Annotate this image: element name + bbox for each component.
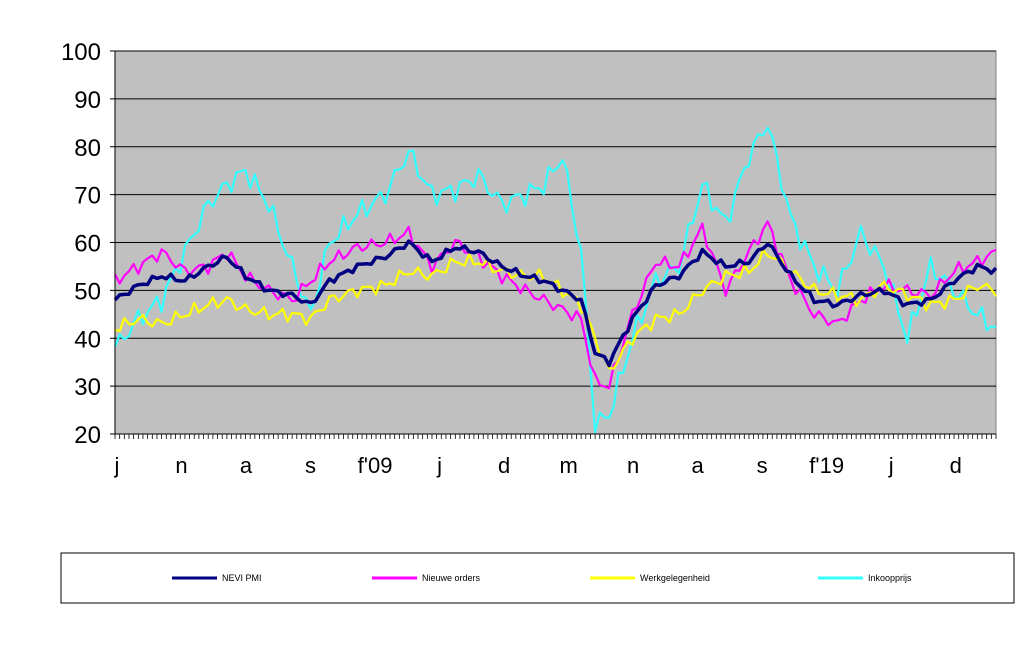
axes: 20 30 40 50 60 70 80 90 100 j n a s f'09 j d m n a s f'19 j d [61,39,997,478]
x-tick-label: f'09 [358,453,393,478]
y-tick-label: 20 [74,422,101,449]
legend-label-0: NEVI PMI [222,573,262,583]
y-tick-label: 40 [74,326,101,353]
series-line-2 [114,248,997,370]
x-tick-label: m [559,453,577,478]
legend-label-1: Nieuwe orders [422,573,481,583]
x-tick-label: d [950,453,962,478]
x-tick-label: j [436,453,442,478]
series-lines [113,126,998,434]
x-tick-label: d [498,453,510,478]
y-tick-label: 60 [74,231,101,258]
x-tick-label: n [627,453,639,478]
x-tick-label: a [692,453,705,478]
y-tick-label: 30 [74,374,101,401]
x-tick-label: j [114,453,120,478]
x-tick-label: n [175,453,187,478]
y-tick-label: 80 [74,135,101,162]
y-tick-label: 90 [74,87,101,114]
y-tick-label: 70 [74,183,101,210]
legend-label-2: Werkgelegenheid [640,573,710,583]
y-tick-label: 50 [74,278,101,305]
series-line-3 [113,126,997,434]
legend-label-3: Inkoopprijs [868,573,912,583]
x-tick-label: j [888,453,894,478]
x-tick-label: s [305,453,316,478]
legend: NEVI PMI Nieuwe orders Werkgelegenheid Inko… [60,552,1015,604]
x-tick-label: s [757,453,768,478]
series-line-0 [113,239,998,368]
y-tick-label: 100 [61,39,101,66]
x-tick-label: a [240,453,253,478]
x-tick-label: f'19 [809,453,844,478]
